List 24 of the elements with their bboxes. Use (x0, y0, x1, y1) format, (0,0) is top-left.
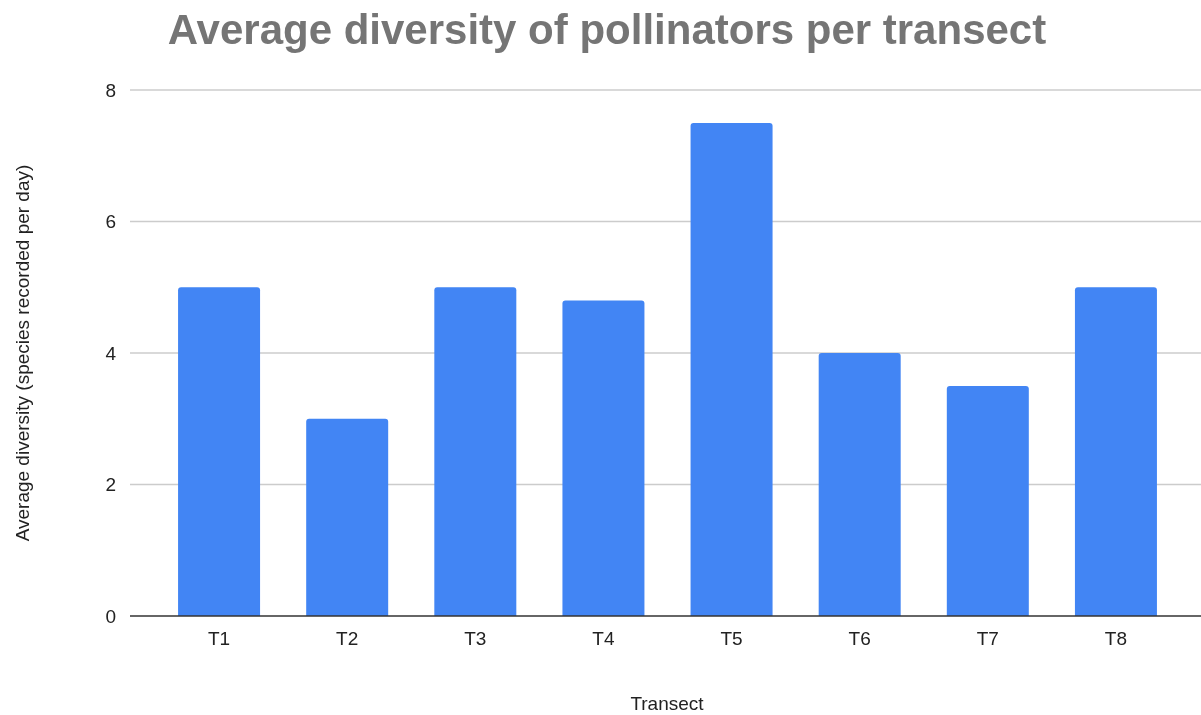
bar (306, 418, 389, 616)
x-tick-label: T1 (207, 628, 231, 649)
y-tick-label: 2 (105, 474, 116, 496)
bar (690, 122, 773, 616)
y-tick-label: 8 (105, 79, 116, 101)
x-tick-label: T8 (1104, 628, 1128, 649)
bar (1074, 287, 1157, 616)
x-tick-label: T4 (592, 628, 615, 649)
bar (818, 353, 901, 616)
chart-title: Average diversity of pollinators per transect (167, 6, 1047, 53)
x-axis-title: Transect (630, 693, 705, 714)
y-tick-label: 4 (105, 342, 117, 364)
bar (946, 385, 1029, 616)
x-tick-label: T3 (464, 628, 487, 649)
y-tick-label: 6 (105, 211, 116, 233)
bar (434, 287, 517, 616)
y-tick-label: 0 (105, 605, 116, 627)
bar (562, 300, 645, 616)
x-tick-label: T7 (976, 628, 999, 649)
y-axis-title: Average diversity (species recorded per day) (12, 164, 33, 542)
x-tick-label: T5 (720, 628, 743, 649)
x-tick-label: T2 (336, 628, 359, 649)
x-tick-label: T6 (848, 628, 871, 649)
bar (178, 287, 261, 616)
